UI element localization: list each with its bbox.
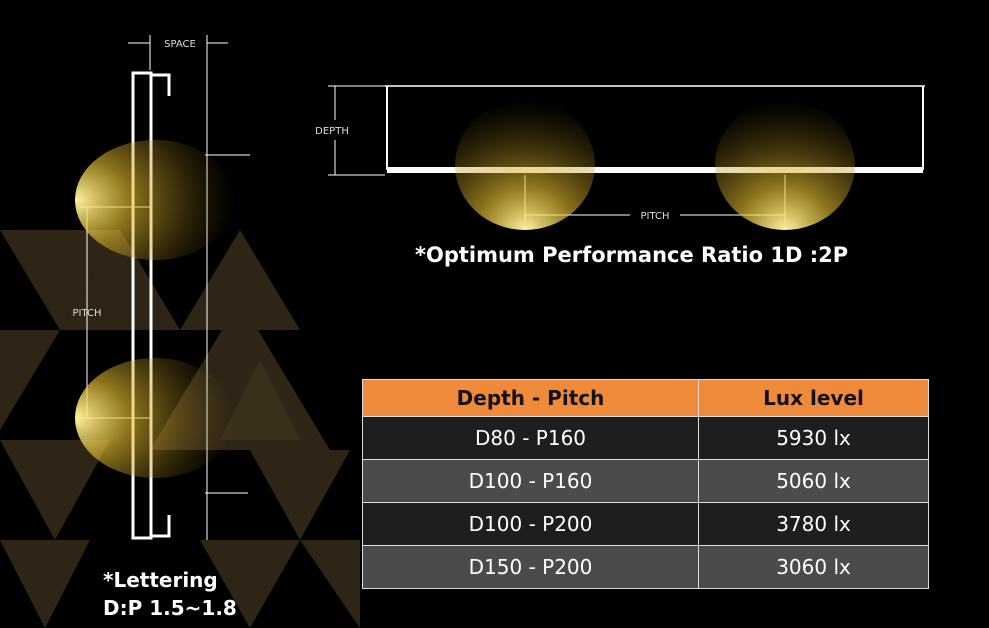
cell: 3060 lx <box>698 545 929 589</box>
lettering-note: *Lettering <box>103 568 218 592</box>
label: DEPTH <box>315 126 349 137</box>
label: PITCH <box>72 308 101 319</box>
cell: 5060 lx <box>698 459 929 503</box>
top-diagram <box>328 85 925 222</box>
label: PITCH <box>640 211 669 222</box>
row: D150 - P200 3060 lx <box>361 545 929 589</box>
cell: D150 - P200 <box>361 545 700 589</box>
light-glow <box>715 100 855 230</box>
row: D80 - P160 5930 lx <box>361 416 929 460</box>
light-glow <box>75 358 235 478</box>
header-cell: Lux level <box>698 379 929 417</box>
cell: D100 - P160 <box>361 459 700 503</box>
row: D100 - P160 5060 lx <box>361 459 929 503</box>
cell: 5930 lx <box>698 416 929 460</box>
header-row: Depth - Pitch Lux level <box>361 379 929 417</box>
background-triangles <box>0 230 360 628</box>
cell: 3780 lx <box>698 502 929 546</box>
header-cell: Depth - Pitch <box>361 379 700 417</box>
row: D100 - P200 3780 lx <box>361 502 929 546</box>
lux-table: Depth - Pitch Lux level D80 - P160 5930 l… <box>361 379 929 589</box>
label: SPACE <box>164 39 196 50</box>
ratio-note: *Optimum Performance Ratio 1D :2P <box>415 243 849 267</box>
light-glow <box>75 140 235 260</box>
lettering-note: D:P 1.5~1.8 <box>103 596 237 620</box>
light-glow <box>455 100 595 230</box>
cell: D80 - P160 <box>361 416 700 460</box>
cell: D100 - P200 <box>361 502 700 546</box>
